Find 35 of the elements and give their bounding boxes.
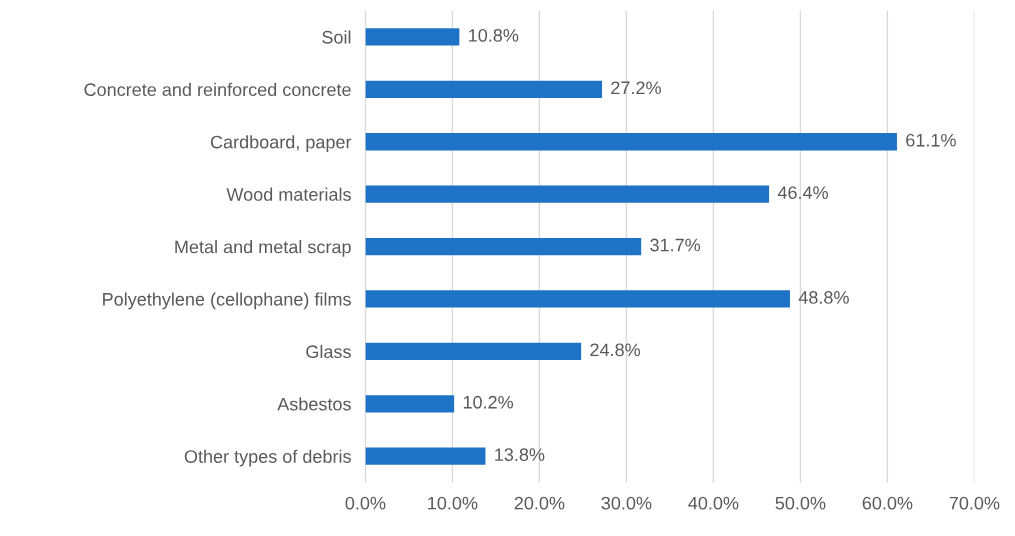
y-tick-label: Soil — [322, 30, 351, 44]
data-label: 24.8% — [590, 343, 641, 357]
bar — [365, 342, 582, 361]
x-tick-label: 70.0% — [949, 496, 1000, 510]
data-label: 48.8% — [798, 291, 849, 304]
data-label: 61.1% — [906, 133, 956, 147]
bar — [365, 28, 460, 46]
data-label: 46.4% — [777, 186, 828, 199]
y-tick-label: Other types of debris — [184, 449, 351, 467]
data-label: 10.8% — [469, 28, 519, 42]
data-label: 10.2% — [463, 395, 514, 409]
bar — [365, 133, 897, 151]
x-tick-label: 10.0% — [428, 496, 478, 510]
bar — [365, 447, 486, 465]
bar — [365, 237, 642, 256]
y-tick-label: Wood materials — [226, 187, 351, 201]
bar — [365, 80, 603, 98]
y-tick-label: Glass — [306, 344, 351, 359]
bar — [365, 290, 790, 308]
bar — [365, 395, 455, 413]
y-tick-label: Cardboard, paper — [210, 135, 352, 153]
x-tick-label: 0.0% — [345, 496, 386, 510]
x-tick-label: 30.0% — [601, 496, 652, 510]
bar — [365, 185, 770, 203]
y-tick-label: Polyethylene (cellophane) films — [103, 292, 351, 310]
x-tick-label: 40.0% — [688, 496, 739, 510]
data-label: 31.7% — [650, 238, 701, 252]
x-tick-label: 50.0% — [775, 496, 826, 510]
y-tick-label: Concrete and reinforced concrete — [84, 82, 351, 97]
data-label: 13.8% — [495, 448, 545, 462]
x-tick-label: 20.0% — [514, 496, 565, 510]
x-tick-label: 60.0% — [862, 496, 913, 510]
data-label: 27.2% — [611, 81, 661, 95]
y-tick-label: Metal and metal scrap — [175, 240, 351, 257]
y-tick-label: Asbestos — [277, 397, 351, 411]
